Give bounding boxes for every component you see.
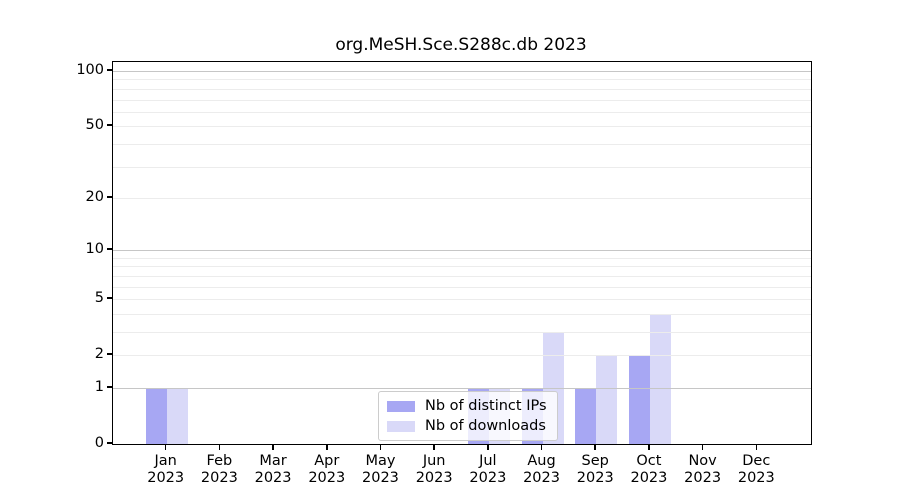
legend-label-distinct-ips: Nb of distinct IPs <box>425 398 547 414</box>
y-tick-mark <box>107 69 112 71</box>
bar-downloads-oct <box>649 313 671 444</box>
x-tick-label-feb: Feb 2023 <box>200 453 238 486</box>
y-tick-mark <box>107 248 112 251</box>
y-tick-label: 0 <box>94 435 104 451</box>
x-tick-mark <box>648 444 650 450</box>
minor-gridline <box>113 275 811 277</box>
y-tick-label: 1 <box>94 378 104 395</box>
minor-gridline <box>113 88 811 90</box>
x-tick-mark <box>164 444 167 450</box>
minor-gridline <box>113 99 811 101</box>
y-tick-mark <box>107 442 112 444</box>
major-gridline <box>113 71 811 73</box>
y-tick-mark <box>107 353 112 356</box>
x-tick-mark <box>272 444 274 450</box>
y-tick-label: 2 <box>94 346 104 363</box>
x-tick-mark <box>594 444 597 450</box>
x-tick-mark <box>487 444 489 450</box>
bar-distinct-ips-sep <box>575 387 597 444</box>
minor-gridline <box>113 257 811 259</box>
minor-gridline <box>113 266 811 268</box>
chart-title: org.MeSH.Sce.S288c.db 2023 <box>335 35 587 55</box>
legend-row-distinct-ips: Nb of distinct IPs <box>387 398 547 414</box>
y-tick-mark <box>107 196 112 198</box>
x-tick-label-jun: Jun 2023 <box>415 453 453 486</box>
minor-gridline <box>113 197 811 199</box>
y-tick-label: 5 <box>94 290 104 307</box>
minor-gridline <box>113 79 811 81</box>
bar-downloads-sep <box>596 355 618 444</box>
major-gridline <box>113 387 811 389</box>
minor-gridline <box>113 313 811 315</box>
legend: Nb of distinct IPs Nb of downloads <box>378 391 558 441</box>
x-tick-label-nov: Nov 2023 <box>684 453 722 486</box>
x-tick-label-oct: Oct 2023 <box>630 453 668 486</box>
x-tick-mark <box>325 444 328 450</box>
x-tick-label-aug: Aug 2023 <box>523 453 560 486</box>
x-tick-mark <box>701 444 704 450</box>
y-tick-label: 10 <box>85 241 104 258</box>
bar-distinct-ips-jan <box>145 387 167 444</box>
y-tick-label: 20 <box>85 188 104 205</box>
minor-gridline <box>113 111 811 113</box>
x-tick-label-dec: Dec 2023 <box>737 453 775 486</box>
y-tick-label: 50 <box>85 117 104 134</box>
y-tick-mark <box>107 297 112 299</box>
minor-gridline <box>113 286 811 288</box>
minor-gridline <box>113 143 811 145</box>
x-tick-mark <box>540 444 543 450</box>
x-tick-label-apr: Apr 2023 <box>308 453 346 486</box>
major-gridline <box>113 250 811 252</box>
x-tick-label-jan: Jan 2023 <box>147 453 185 486</box>
bar-downloads-jan <box>166 387 188 444</box>
x-tick-label-sep: Sep 2023 <box>576 453 614 486</box>
y-tick-mark <box>107 124 112 127</box>
bar-distinct-ips-oct <box>628 355 650 444</box>
minor-gridline <box>113 166 811 168</box>
minor-gridline <box>113 331 811 333</box>
minor-gridline <box>113 355 811 357</box>
y-tick-mark <box>107 386 112 388</box>
legend-row-downloads: Nb of downloads <box>387 418 547 434</box>
x-tick-label-may: May 2023 <box>362 453 399 486</box>
x-tick-mark <box>379 444 382 450</box>
y-tick-label: 100 <box>76 62 104 79</box>
x-tick-mark <box>433 444 435 450</box>
plot-area <box>112 61 812 445</box>
legend-swatch-distinct-ips <box>387 400 415 412</box>
x-tick-label-jul: Jul 2023 <box>469 453 507 486</box>
legend-label-downloads: Nb of downloads <box>425 418 546 434</box>
x-tick-mark <box>755 444 758 450</box>
minor-gridline <box>113 299 811 301</box>
x-tick-label-mar: Mar 2023 <box>254 453 292 486</box>
x-tick-mark <box>218 444 221 450</box>
minor-gridline <box>113 126 811 128</box>
legend-swatch-downloads <box>387 420 415 432</box>
